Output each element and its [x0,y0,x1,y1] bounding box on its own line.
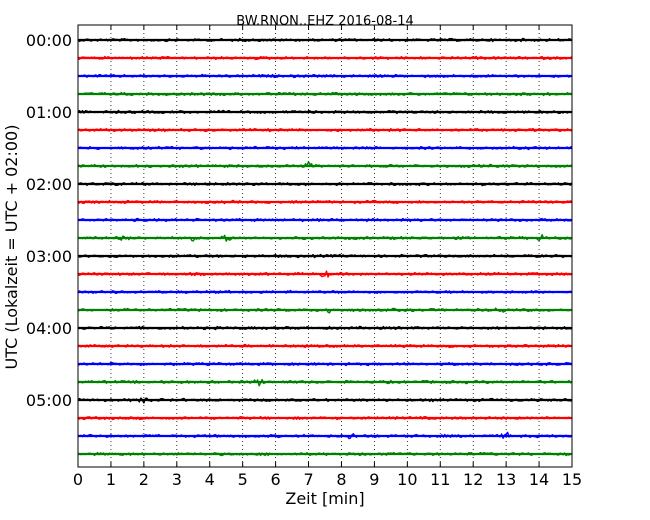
x-tick-label: 7 [303,470,313,489]
x-axis-label: Zeit [min] [285,489,364,508]
x-tick-label: 0 [73,470,83,489]
x-tick-label: 6 [271,470,281,489]
x-tick-label: 11 [430,470,450,489]
x-axis: 0 1 2 3 4 5 6 7 8 9 10 11 12 13 14 15 [73,25,582,489]
y-tick-label: 05:00 [26,391,72,410]
x-tick-label: 2 [139,470,149,489]
y-axis-label: UTC (Lokalzeit = UTC + 02:00) [2,125,21,370]
x-tick-label: 13 [496,470,516,489]
x-tick-label: 10 [397,470,417,489]
vertical-grid [110,25,540,467]
trace-group [77,37,573,457]
y-axis: 00:00 01:00 02:00 03:00 04:00 05:00 [26,31,572,410]
plot-frame [77,24,573,468]
x-tick-label: 14 [529,470,549,489]
chart-title: BW.RNON..EHZ 2016-08-14 [236,14,414,29]
x-tick-label: 5 [238,470,248,489]
x-tick-label: 9 [369,470,379,489]
y-tick-label: 03:00 [26,247,72,266]
x-tick-label: 1 [106,470,116,489]
x-tick-label: 4 [205,470,215,489]
x-tick-label: 12 [463,470,483,489]
x-tick-label: 15 [562,470,582,489]
y-tick-label: 00:00 [26,31,72,50]
y-tick-label: 04:00 [26,319,72,338]
x-tick-label: 8 [336,470,346,489]
y-tick-label: 02:00 [26,175,72,194]
y-tick-label: 01:00 [26,103,72,122]
x-tick-label: 3 [172,470,182,489]
